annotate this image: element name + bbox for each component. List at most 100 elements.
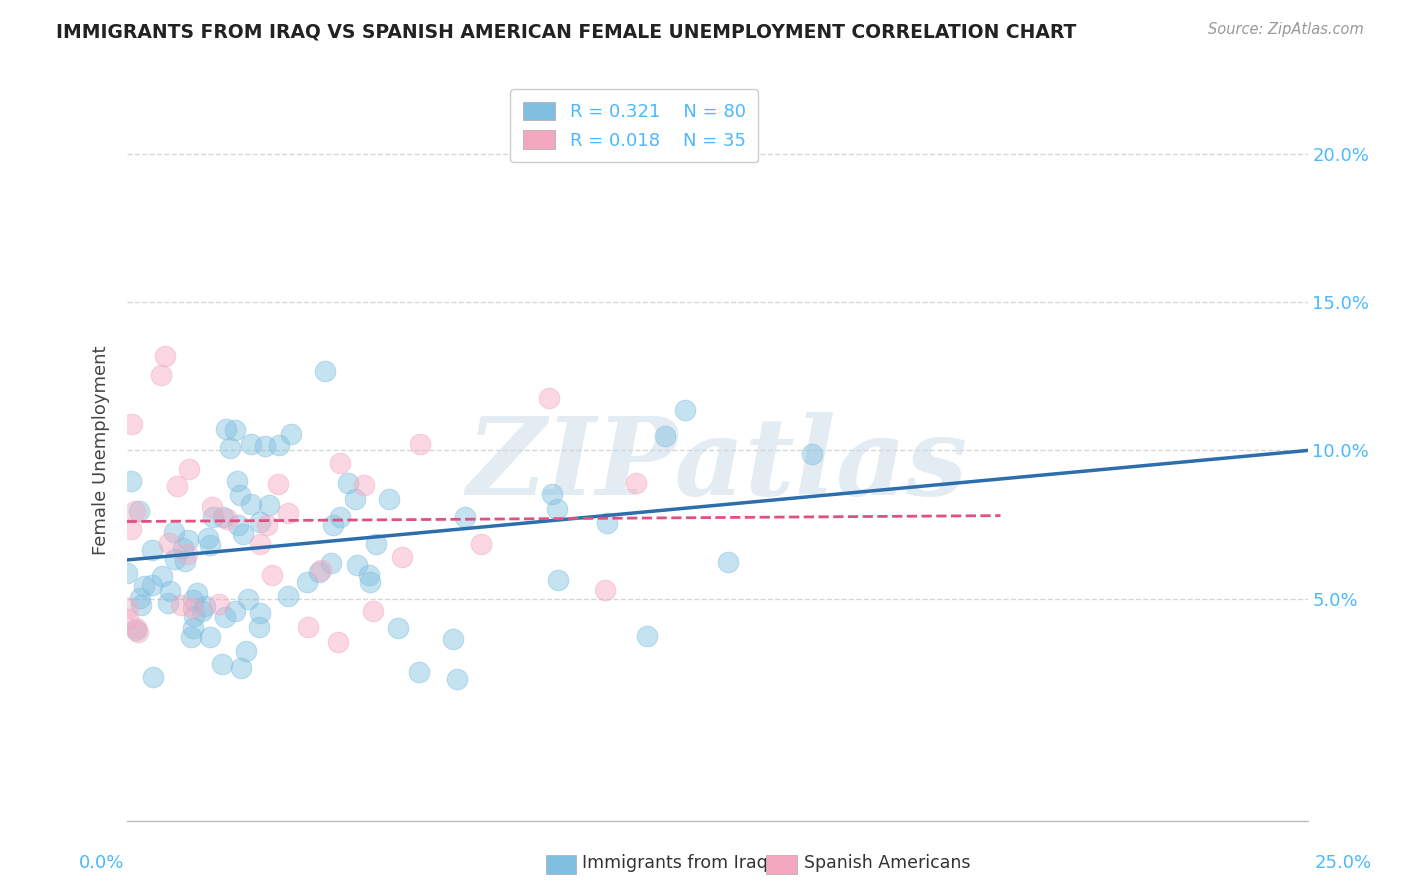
Point bbox=[176, 533, 198, 548]
Point bbox=[211, 657, 233, 671]
Point bbox=[297, 620, 319, 634]
Text: Immigrants from Iraq: Immigrants from Iraq bbox=[582, 855, 768, 872]
Point bbox=[446, 672, 468, 686]
Point bbox=[256, 517, 278, 532]
Point bbox=[159, 584, 181, 599]
Point bbox=[267, 477, 290, 491]
Point bbox=[157, 536, 180, 550]
Point bbox=[546, 501, 568, 516]
Point bbox=[170, 598, 193, 612]
Point bbox=[470, 536, 492, 550]
Point bbox=[219, 441, 242, 455]
Point bbox=[673, 402, 696, 417]
Point bbox=[537, 392, 560, 406]
Point bbox=[626, 476, 648, 491]
Point bbox=[186, 585, 208, 599]
Point bbox=[359, 567, 381, 582]
Point bbox=[309, 563, 332, 577]
Point bbox=[229, 488, 252, 502]
Point bbox=[231, 661, 253, 675]
Point bbox=[198, 630, 221, 644]
Point bbox=[454, 510, 477, 524]
Point bbox=[596, 516, 619, 530]
Point bbox=[346, 558, 368, 573]
Point bbox=[235, 643, 257, 657]
Text: Spanish Americans: Spanish Americans bbox=[804, 855, 970, 872]
Point bbox=[378, 492, 401, 507]
Point bbox=[277, 589, 299, 603]
Point bbox=[249, 515, 271, 529]
Point bbox=[329, 510, 352, 524]
Point bbox=[181, 621, 204, 635]
Point bbox=[172, 541, 194, 555]
Point bbox=[125, 624, 148, 638]
Point bbox=[254, 439, 277, 453]
Point bbox=[179, 462, 201, 476]
Point bbox=[224, 423, 246, 437]
Point bbox=[314, 364, 336, 378]
Point bbox=[120, 474, 142, 488]
Point bbox=[120, 522, 142, 536]
Point bbox=[328, 635, 350, 649]
Point bbox=[547, 573, 569, 587]
Point bbox=[249, 537, 271, 551]
Point bbox=[201, 500, 224, 515]
Point bbox=[156, 596, 179, 610]
Point bbox=[353, 478, 375, 492]
Point bbox=[408, 665, 430, 679]
Text: Source: ZipAtlas.com: Source: ZipAtlas.com bbox=[1208, 22, 1364, 37]
Point bbox=[280, 427, 302, 442]
Point bbox=[117, 612, 139, 626]
Point bbox=[166, 479, 188, 493]
Point bbox=[128, 504, 150, 518]
Point bbox=[208, 597, 231, 611]
Point bbox=[441, 632, 464, 647]
Point bbox=[337, 476, 360, 491]
Point bbox=[150, 368, 173, 383]
Point bbox=[194, 599, 217, 613]
Point bbox=[124, 504, 146, 518]
Point bbox=[129, 591, 152, 605]
Point bbox=[387, 621, 409, 635]
Point bbox=[225, 475, 247, 489]
Point bbox=[201, 510, 224, 524]
Point bbox=[150, 568, 173, 582]
Point bbox=[129, 598, 152, 612]
Point bbox=[322, 518, 344, 533]
Point bbox=[260, 567, 283, 582]
Text: 0.0%: 0.0% bbox=[79, 855, 124, 872]
Point bbox=[329, 456, 352, 470]
Point bbox=[176, 547, 198, 561]
Point bbox=[162, 525, 184, 540]
Point bbox=[226, 518, 249, 533]
Point bbox=[239, 497, 262, 511]
Point bbox=[654, 429, 676, 443]
Point bbox=[359, 575, 381, 590]
Point bbox=[198, 538, 221, 552]
Legend: R = 0.321    N = 80, R = 0.018    N = 35: R = 0.321 N = 80, R = 0.018 N = 35 bbox=[510, 89, 758, 162]
Text: IMMIGRANTS FROM IRAQ VS SPANISH AMERICAN FEMALE UNEMPLOYMENT CORRELATION CHART: IMMIGRANTS FROM IRAQ VS SPANISH AMERICAN… bbox=[56, 22, 1077, 41]
Point bbox=[540, 487, 562, 501]
Point bbox=[211, 509, 233, 524]
Point bbox=[121, 417, 143, 432]
Point bbox=[215, 422, 238, 436]
Point bbox=[361, 604, 384, 618]
Point bbox=[269, 438, 291, 452]
Point bbox=[391, 549, 413, 564]
Y-axis label: Female Unemployment: Female Unemployment bbox=[91, 346, 110, 555]
Point bbox=[319, 556, 342, 570]
Point bbox=[183, 609, 205, 624]
Point bbox=[277, 507, 299, 521]
Point bbox=[593, 583, 616, 598]
Point bbox=[308, 566, 330, 580]
Point bbox=[115, 566, 138, 581]
Point bbox=[180, 630, 202, 644]
Point bbox=[247, 620, 270, 634]
Point bbox=[142, 670, 165, 684]
Point bbox=[117, 601, 139, 615]
Point bbox=[127, 624, 149, 639]
Text: ZIPatlas: ZIPatlas bbox=[467, 412, 967, 518]
Point bbox=[163, 551, 186, 566]
Point bbox=[232, 526, 254, 541]
Point bbox=[249, 606, 271, 620]
